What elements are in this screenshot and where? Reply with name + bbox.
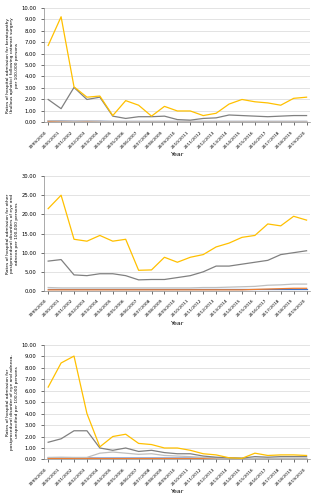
X-axis label: Year: Year [171, 321, 184, 326]
Y-axis label: Rates of hospital admission for keratopathy
(bullous aphakic) following cataract: Rates of hospital admission for keratopa… [6, 17, 19, 113]
X-axis label: Year: Year [171, 490, 184, 494]
Y-axis label: Rates of hospital admission for
postprocedural disorder of eye and adnexa,
unspe: Rates of hospital admission for postproc… [6, 354, 19, 450]
Y-axis label: Rates of hospital admission for other
postprocedural disorders of eye and
adnexa: Rates of hospital admission for other po… [6, 194, 19, 274]
X-axis label: Year: Year [171, 152, 184, 158]
